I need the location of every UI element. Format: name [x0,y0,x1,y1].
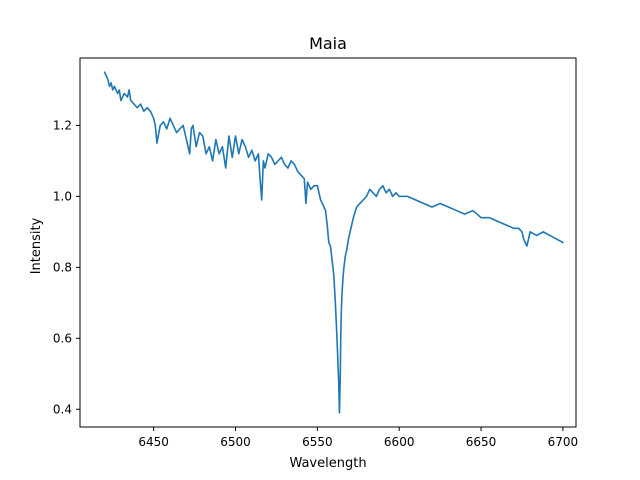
plot-frame [79,57,577,428]
plot-layer: 6450 6500 6550 6600 6650 6700 0.4 0.6 0.8 1.0 1.2 [53,57,579,449]
x-tick-label-6650: 6650 [466,435,497,449]
x-tick-label-6550: 6550 [302,435,333,449]
y-tick-label-0.6: 0.6 [53,331,72,345]
y-tick-label-1.0: 1.0 [53,189,72,203]
x-tick-label-6600: 6600 [384,435,415,449]
x-tick-label-6700: 6700 [548,435,579,449]
y-tick-label-0.8: 0.8 [53,260,72,274]
y-tick-label-0.4: 0.4 [53,402,72,416]
x-axis-label: Wavelength [289,456,366,471]
x-tick-label-6450: 6450 [138,435,169,449]
y-axis-label: Intensity [29,217,44,274]
series-line-1 [103,71,564,414]
y-tick-label-1.2: 1.2 [53,118,72,132]
chart-title: Maia [309,34,347,53]
x-tick-label-6500: 6500 [220,435,251,449]
